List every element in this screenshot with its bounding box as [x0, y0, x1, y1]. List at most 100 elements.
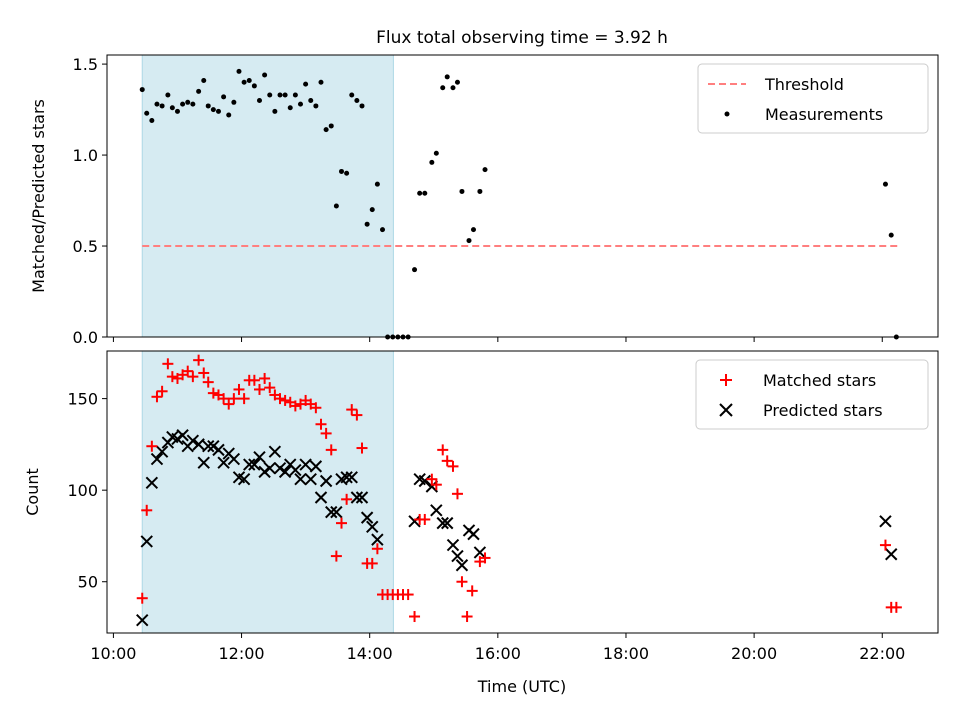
count-y-tick-label: 150	[67, 390, 98, 409]
matched-star-point	[193, 354, 205, 366]
measurement-point	[466, 238, 472, 244]
measurement-point	[888, 232, 894, 238]
measurement-point	[246, 77, 252, 83]
measurement-point	[256, 97, 262, 103]
ratio-panel: 0.0 0.5 1.0 1.5 Matched/Predicted stars Thr…	[29, 54, 939, 347]
matched-star-point	[223, 398, 235, 410]
ratio-y-tick-label: 0.5	[73, 237, 98, 256]
measurement-point	[364, 221, 370, 227]
matched-star-point	[320, 427, 332, 439]
predicted-star-point	[473, 546, 487, 559]
measurement-point	[459, 188, 465, 194]
measurement-point	[165, 92, 171, 98]
matched-star-point	[419, 513, 431, 525]
measurement-point	[482, 167, 488, 173]
ratio-shaded-span	[141, 54, 394, 338]
count-x-ticks: 10:00 12:00 14:00 16:00 18:00 20:00 22:00	[90, 633, 905, 663]
count-y-ticks: 50 100 150	[67, 390, 107, 592]
predicted-star-point	[436, 516, 449, 530]
predicted-star-point	[430, 504, 443, 517]
matched-star-point	[456, 576, 468, 588]
x-axis-label: Time (UTC)	[477, 677, 566, 696]
measurement-point	[205, 103, 211, 109]
chart-title: Flux total observing time = 3.92 h	[376, 28, 668, 48]
measurement-point	[226, 112, 232, 118]
matched-star-point	[141, 504, 153, 516]
predicted-star-points	[136, 429, 898, 627]
measurement-point	[231, 99, 237, 105]
measurement-point	[267, 92, 273, 98]
count-legend-box	[695, 359, 929, 430]
matched-star-point	[289, 400, 301, 412]
predicted-star-point	[330, 505, 343, 519]
measurement-point	[313, 103, 319, 109]
matched-star-point	[202, 376, 214, 388]
matched-star-point	[371, 543, 383, 555]
count-y-tick-label: 100	[67, 481, 98, 500]
ratio-y-ticks: 0.0 0.5 1.0 1.5	[73, 55, 107, 347]
measurement-point	[374, 181, 380, 187]
measurement-point	[236, 68, 242, 74]
measurement-point	[292, 92, 298, 98]
measurement-point	[277, 92, 283, 98]
predicted-star-point	[879, 515, 892, 528]
x-tick-label: 16:00	[475, 644, 521, 663]
measurement-point	[429, 159, 435, 165]
predicted-star-point	[304, 472, 317, 486]
matched-star-point	[346, 404, 358, 416]
measurement-point	[169, 105, 175, 111]
measurement-point	[303, 81, 309, 87]
matched-star-point	[146, 440, 158, 452]
count-axes-frame	[106, 350, 939, 634]
measurement-point	[380, 227, 386, 233]
predicted-star-point	[150, 452, 164, 466]
count-shaded-span	[141, 350, 394, 634]
ratio-y-tick-label: 1.0	[73, 146, 98, 165]
measurement-point	[297, 101, 303, 107]
matched-star-point	[437, 444, 449, 456]
matched-star-point	[341, 493, 353, 505]
ratio-x-ticks	[112, 337, 883, 342]
x-tick-label: 22:00	[859, 644, 905, 663]
matched-star-point	[325, 444, 337, 456]
predicted-star-point	[227, 452, 241, 466]
predicted-star-point	[360, 511, 374, 524]
predicted-star-point	[371, 533, 384, 546]
matched-star-point	[233, 383, 245, 395]
measurement-point	[185, 99, 191, 105]
measurement-point	[215, 108, 221, 114]
matched-star-point	[274, 393, 286, 405]
predicted-star-point	[197, 456, 210, 469]
legend-measurements-label: Measurements	[765, 105, 883, 124]
predicted-star-point	[441, 516, 454, 530]
predicted-star-point	[455, 559, 469, 572]
predicted-star-point	[212, 443, 225, 457]
predicted-star-point	[217, 456, 230, 469]
predicted-star-point	[319, 474, 333, 488]
matched-star-point	[879, 539, 891, 551]
measurement-point	[338, 168, 344, 174]
predicted-star-point	[340, 471, 353, 484]
measurement-point	[174, 108, 180, 114]
predicted-star-point	[268, 445, 282, 458]
matched-star-point	[187, 371, 199, 383]
matched-star-point	[466, 585, 478, 597]
predicted-star-point	[289, 463, 302, 477]
measurement-point	[201, 77, 207, 83]
measurement-point	[196, 88, 202, 94]
measurement-point	[344, 170, 350, 176]
predicted-star-point	[299, 458, 312, 471]
matched-star-point	[228, 393, 240, 405]
predicted-star-point	[248, 458, 261, 471]
measurement-point	[433, 150, 439, 156]
measurement-point	[333, 203, 339, 209]
predicted-star-point	[885, 548, 898, 561]
measurement-point	[159, 103, 165, 109]
predicted-star-point	[140, 535, 153, 548]
measurement-point	[272, 108, 278, 114]
predicted-star-point	[278, 465, 292, 479]
measurement-point	[149, 117, 155, 123]
ratio-y-axis-label: Matched/Predicted stars	[29, 99, 48, 293]
measurement-point	[412, 267, 418, 273]
